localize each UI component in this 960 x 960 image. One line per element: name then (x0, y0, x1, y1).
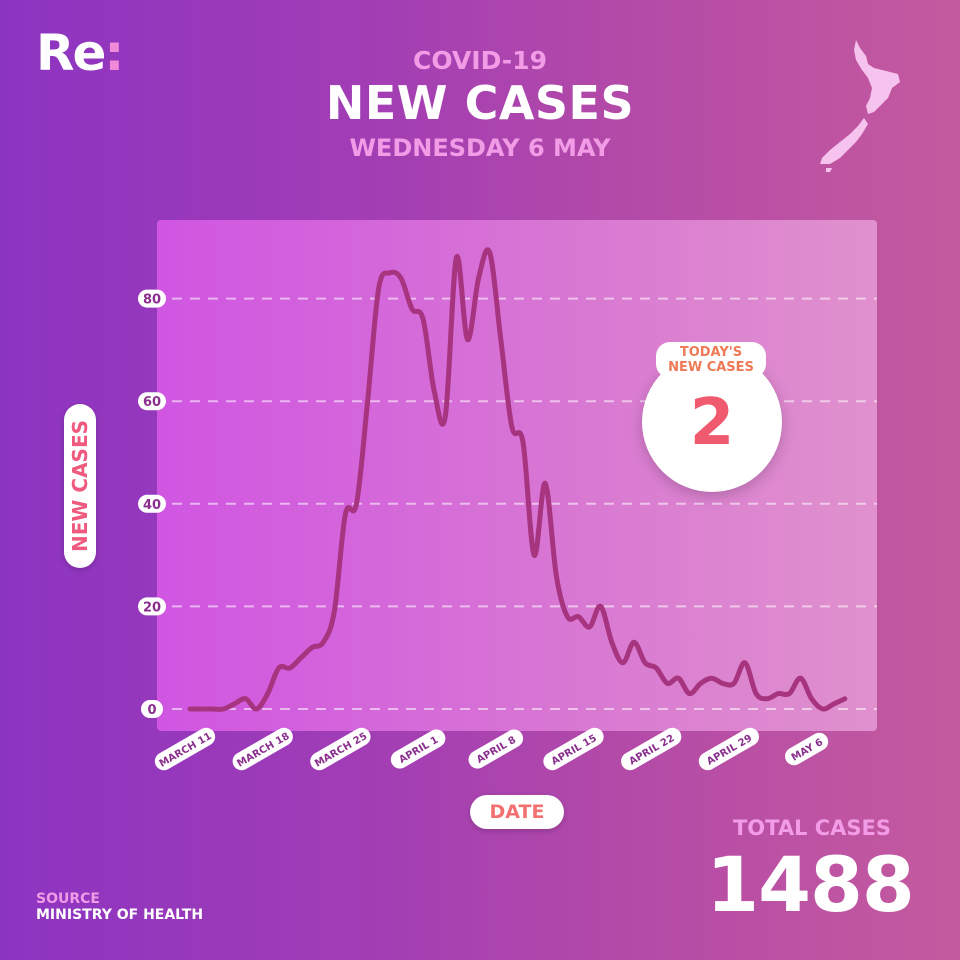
y-tick-label: 0 (141, 700, 163, 718)
svg-text:20: 20 (143, 600, 161, 615)
logo-colon: : (104, 24, 124, 82)
x-tick-label: APRIL 22 (621, 727, 682, 771)
x-tick-label: MARCH 11 (154, 727, 216, 771)
svg-text:60: 60 (143, 395, 161, 410)
svg-text:0: 0 (147, 703, 156, 718)
source-value: MINISTRY OF HEALTH (36, 907, 204, 923)
source-label: SOURCE (36, 891, 100, 907)
today-label-line1: TODAY'S (679, 345, 743, 360)
x-tick-label: MARCH 25 (310, 727, 371, 771)
new-zealand-map-icon (820, 40, 900, 172)
today-label: TODAY'S NEW CASES (656, 342, 766, 378)
x-tick-label: MAY 6 (785, 732, 829, 766)
chart-title: NEW CASES (325, 76, 635, 130)
x-tick-label: MARCH 18 (232, 727, 293, 771)
y-tick-label: 20 (138, 597, 166, 616)
x-axis-label-pill: DATE (470, 795, 564, 829)
svg-text:40: 40 (143, 498, 161, 513)
y-axis-label: NEW CASES (68, 419, 92, 553)
today-value: 2 (689, 386, 735, 460)
y-tick-label: 40 (138, 494, 166, 513)
chart-subtitle: COVID-19 (413, 46, 547, 75)
svg-text:80: 80 (143, 293, 161, 308)
chart-date: WEDNESDAY 6 MAY (349, 134, 611, 162)
series-line (187, 247, 848, 712)
total-cases-value: 1488 (706, 840, 915, 929)
y-tick-label: 80 (138, 289, 166, 308)
logo-main: Re (36, 24, 106, 82)
x-axis-label: DATE (489, 801, 545, 823)
today-label-line2: NEW CASES (668, 360, 754, 375)
x-tick-label: APRIL 15 (543, 727, 604, 771)
brand-logo: Re: (36, 24, 124, 82)
y-tick-label: 60 (138, 392, 166, 411)
y-axis-label-pill: NEW CASES (64, 404, 96, 568)
x-tick-label: APRIL 29 (698, 727, 760, 771)
total-cases-label: TOTAL CASES (732, 816, 892, 840)
x-tick-label: APRIL 1 (390, 729, 446, 769)
x-tick-label: APRIL 8 (468, 729, 524, 769)
